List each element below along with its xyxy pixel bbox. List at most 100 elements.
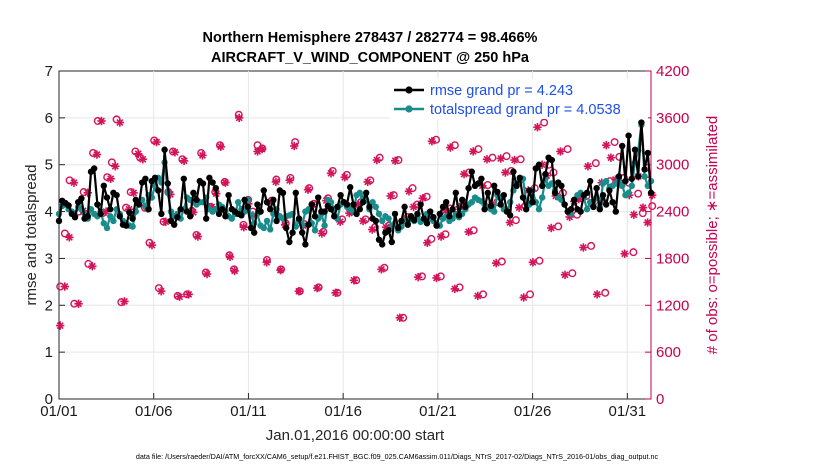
totalspread-point [107,213,114,220]
obs-assimilated-marker [592,290,602,299]
obs-assimilated-marker [326,169,336,178]
obs-assimilated-marker [152,137,161,147]
y-axis-right: 0 600 1200 1800 2400 3000 3600 4200 [645,63,689,408]
obs-assimilated-marker [547,223,556,233]
rmse-point [238,212,245,219]
legend-rmse-marker [405,86,413,94]
obs-assimilated-marker [418,194,427,203]
rmse-point [644,149,651,157]
rmse-point [180,175,187,182]
totalspread-point [110,217,117,225]
obs-assimilated-marker [60,282,69,291]
totalspread-point [385,215,392,222]
obs-assimilated-marker [134,149,143,158]
obs-assimilated-marker [202,269,212,279]
rmse-point [475,180,482,187]
rmse-point [535,161,543,168]
obs-assimilated-marker [331,288,340,297]
rmse-point [305,221,312,228]
rmse-point [151,174,159,182]
obs-assimilated-marker [404,187,414,196]
obs-assimilated-marker [391,156,400,166]
obs-assimilated-marker [473,291,483,301]
rmse-point [391,210,399,218]
y2-tick-label: 4200 [656,63,689,80]
obs-assimilated-marker [514,203,524,212]
obs-assimilated-marker [427,137,437,146]
obs-assimilated-marker [294,287,304,296]
obs-possible-marker [60,229,69,238]
obs-assimilated-marker [372,155,382,165]
chart-subtitle: AIRCRAFT_V_WIND_COMPONENT @ 250 hPa [211,50,530,66]
rmse-point [356,206,363,213]
rmse-point [414,210,421,218]
legend-box [390,79,648,119]
obs-assimilated-marker [225,252,235,262]
obs-possible-marker [554,222,563,231]
rmse-point [558,182,565,189]
rmse-point [315,194,322,201]
rmse-point [187,213,194,220]
obs-possible-marker [601,288,610,297]
rmse-point [129,215,136,222]
obs-possible-marker [587,241,596,250]
rmse-point [635,173,642,180]
rmse-point [206,174,213,182]
rmse-point [302,241,309,248]
legend-rmse-label: rmse grand pr = 4.243 [430,83,573,99]
obs-assimilated-marker [349,276,359,285]
rmse-point [571,196,578,204]
obs-assimilated-marker [239,222,248,232]
rmse-point [638,119,645,126]
x-tick-label: 01/26 [514,403,552,420]
obs-assimilated-marker [120,297,129,306]
obs-assimilated-marker [629,210,639,219]
rmse-point [97,210,104,218]
obs-possible-marker [610,138,619,147]
rmse-point [113,191,120,199]
rmse-point [193,196,200,204]
rmse-point [212,184,219,192]
obs-assimilated-marker [450,284,460,294]
obs-assimilated-marker [620,249,629,258]
rmse-point [347,184,354,191]
totalspread-point [267,226,274,233]
obs-assimilated-marker [138,155,148,164]
rmse-point [267,206,274,213]
rmse-point [135,201,143,208]
rmse-point [292,189,299,197]
obs-assimilated-marker [436,232,446,241]
obs-assimilated-marker [129,188,138,198]
rmse-point [411,216,418,224]
rmse-point [126,209,133,216]
obs-assimilated-marker [290,141,299,151]
rmse-point [273,217,280,225]
rmse-point [209,179,216,186]
rmse-point [609,199,616,206]
rmse-point [612,208,619,215]
rmse-point [551,189,559,197]
rmse-point [439,203,447,211]
rmse-point [164,180,171,187]
obs-assimilated-marker [579,243,588,252]
totalspread-point [356,189,363,197]
rmse-point [487,202,495,210]
rmse-point [436,210,443,218]
totalspread-point [263,217,271,225]
rmse-point [481,206,488,213]
rmse-point [94,201,101,208]
rmse-point [462,203,469,211]
obs-assimilated-marker [606,153,616,162]
legend-spread-label: totalspread grand pr = 4.0538 [430,102,621,118]
rmse-point [225,191,232,199]
rmse-point [155,187,162,194]
obs-assimilated-marker [303,185,313,194]
y2-tick-label: 600 [656,344,681,361]
rmse-point [334,203,341,211]
rmse-point [631,146,639,153]
obs-assimilated-marker [340,173,349,182]
rmse-point [395,224,402,232]
rmse-point [446,213,453,220]
rmse-point [491,182,498,189]
